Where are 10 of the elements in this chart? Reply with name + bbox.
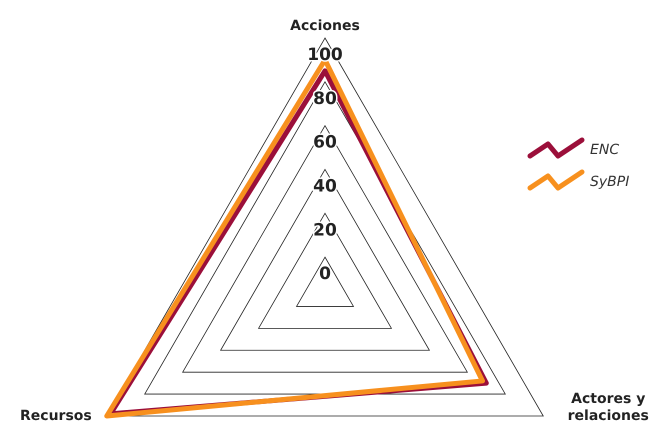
y-tick-label: 20	[313, 220, 337, 240]
y-tick-label: 0	[319, 264, 332, 284]
legend-label: SyBPI	[590, 174, 630, 190]
y-tick-label: 60	[313, 132, 337, 153]
spoke-label: Recursos	[20, 408, 92, 424]
legend-label: ENC	[590, 142, 620, 158]
spoke-label: Acciones	[290, 18, 360, 34]
y-tick-label: 40	[313, 176, 337, 196]
spoke-label: Actores y relaciones	[568, 391, 649, 424]
y-tick-label: 80	[313, 88, 337, 109]
